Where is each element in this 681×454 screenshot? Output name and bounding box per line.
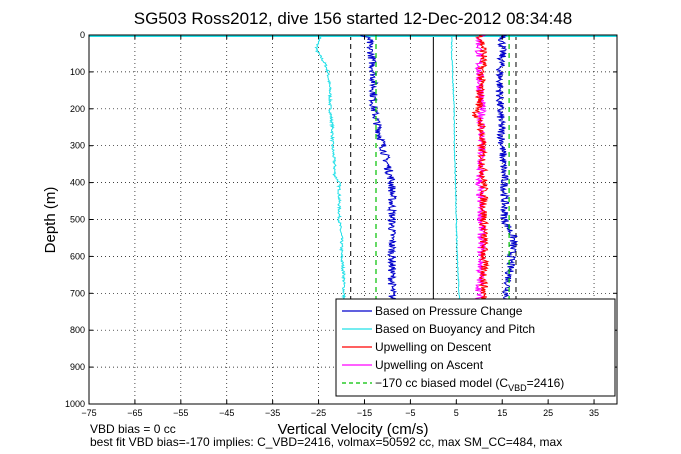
- legend-label: Based on Buoyancy and Pitch: [375, 322, 535, 336]
- y-tick-label: 300: [70, 141, 85, 151]
- legend-label: Based on Pressure Change: [375, 304, 523, 318]
- y-tick-label: 200: [70, 104, 85, 114]
- x-tick-label: 15: [497, 408, 507, 418]
- best-fit-note: best fit VBD bias=-170 implies: C_VBD=24…: [90, 435, 563, 449]
- x-tick-label: −25: [311, 408, 326, 418]
- y-tick-label: 600: [70, 251, 85, 261]
- y-tick-label: 400: [70, 178, 85, 188]
- y-tick-label: 100: [70, 67, 85, 77]
- y-tick-label: 1000: [65, 399, 85, 409]
- legend-label: Upwelling on Descent: [375, 340, 492, 354]
- x-tick-label: −65: [127, 408, 142, 418]
- series-line-based-on-pressure-change: [360, 34, 398, 302]
- legend-label: Upwelling on Ascent: [375, 358, 484, 372]
- x-axis-label: Vertical Velocity (cm/s): [278, 421, 429, 438]
- x-tick-label: 25: [543, 408, 553, 418]
- legend-box: [335, 298, 616, 397]
- x-tick-label: −45: [219, 408, 234, 418]
- y-tick-label: 800: [70, 325, 85, 335]
- x-tick-label: 35: [589, 408, 599, 418]
- y-tick-label: 900: [70, 362, 85, 372]
- axis-ticks: −75 −65 −55 −45 −35 −25 −15 −5 5 15 25 350100200300…: [65, 30, 617, 418]
- y-tick-label: 0: [80, 30, 85, 40]
- x-tick-label: −5: [405, 408, 415, 418]
- series-line-based-on-buoyancy-and-pitch: [314, 34, 347, 301]
- vbd-bias-note: VBD bias = 0 cc: [90, 422, 176, 436]
- series-line-based-on-buoyancy-and-pitch: [450, 34, 461, 301]
- y-tick-label: 700: [70, 288, 85, 298]
- x-tick-label: −35: [265, 408, 280, 418]
- series-line-based-on-pressure-change: [495, 34, 519, 302]
- legend-label: −170 cc biased model (CVBD=2416): [375, 376, 564, 393]
- series-line-upwelling-on-descent: [471, 34, 490, 302]
- y-tick-label: 500: [70, 215, 85, 225]
- legend: Based on Pressure Change Based on Buoyanc…: [335, 298, 616, 397]
- y-axis-label: Depth (m): [42, 187, 59, 254]
- plot-area: [89, 34, 617, 302]
- x-tick-label: −15: [357, 408, 372, 418]
- x-tick-label: 5: [454, 408, 459, 418]
- chart-title: SG503 Ross2012, dive 156 started 12-Dec-…: [134, 9, 573, 28]
- x-tick-label: −55: [173, 408, 188, 418]
- x-tick-label: −75: [81, 408, 96, 418]
